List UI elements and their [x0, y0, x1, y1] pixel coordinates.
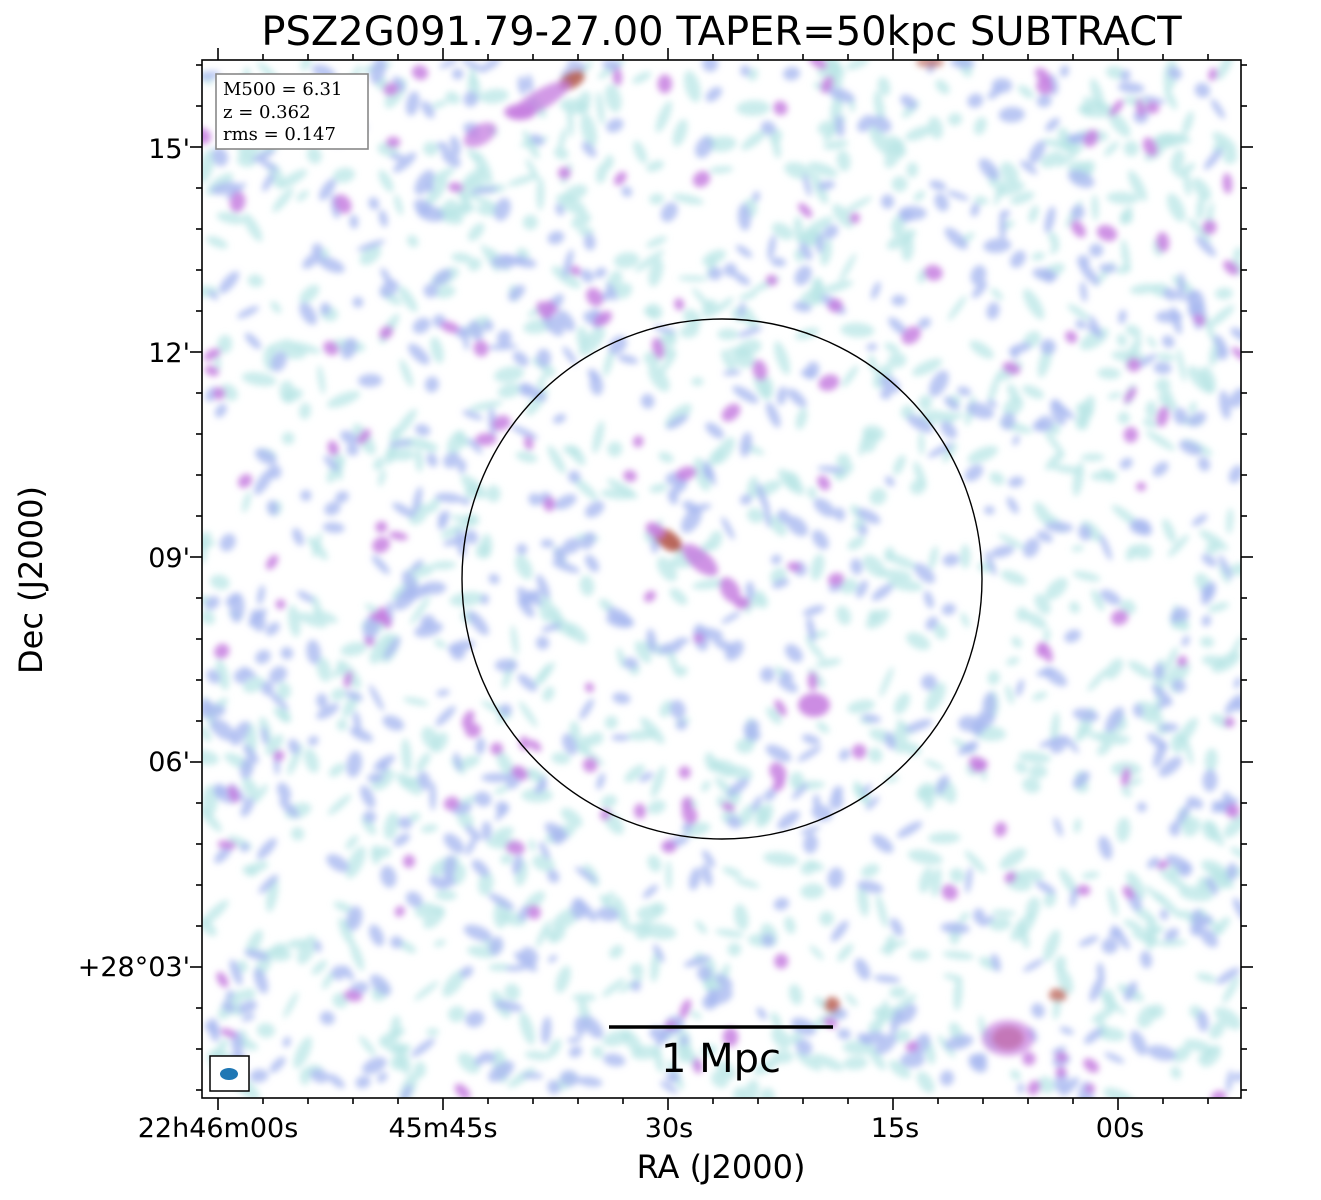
radio-emission-map	[202, 60, 1241, 1098]
x-tick-label: 45m45s	[388, 1113, 497, 1144]
axis-ticks	[190, 48, 1253, 1110]
y-tick-label: +28°03'	[78, 952, 190, 983]
page-title: PSZ2G091.79-27.00 TAPER=50kpc SUBTRACT	[261, 9, 1182, 55]
plot-frame	[201, 59, 1242, 1099]
y-tick-label: 15'	[148, 134, 190, 165]
scale-bar-label: 1 Mpc	[661, 1036, 781, 1082]
y-tick-label: 06'	[148, 747, 190, 778]
r500-circle	[461, 318, 983, 840]
x-tick-label: 30s	[645, 1113, 693, 1144]
info-line-m500: M500 = 6.31	[223, 79, 342, 100]
x-tick-label: 22h46m00s	[138, 1113, 299, 1144]
x-tick-label: 00s	[1096, 1113, 1144, 1144]
x-tick-label: 15s	[871, 1113, 919, 1144]
y-tick-label: 12'	[148, 338, 190, 369]
y-tick-label: 09'	[148, 543, 190, 574]
x-axis-label: RA (J2000)	[637, 1148, 806, 1186]
scale-bar: 1 Mpc	[609, 1025, 833, 1082]
info-line-redshift: z = 0.362	[223, 102, 311, 123]
beam-ellipse	[220, 1068, 238, 1080]
info-line-rms: rms = 0.147	[223, 124, 336, 145]
info-box: M500 = 6.31 z = 0.362 rms = 0.147	[215, 73, 369, 150]
beam-indicator	[209, 1055, 250, 1092]
y-axis-label: Dec (J2000)	[12, 486, 50, 674]
